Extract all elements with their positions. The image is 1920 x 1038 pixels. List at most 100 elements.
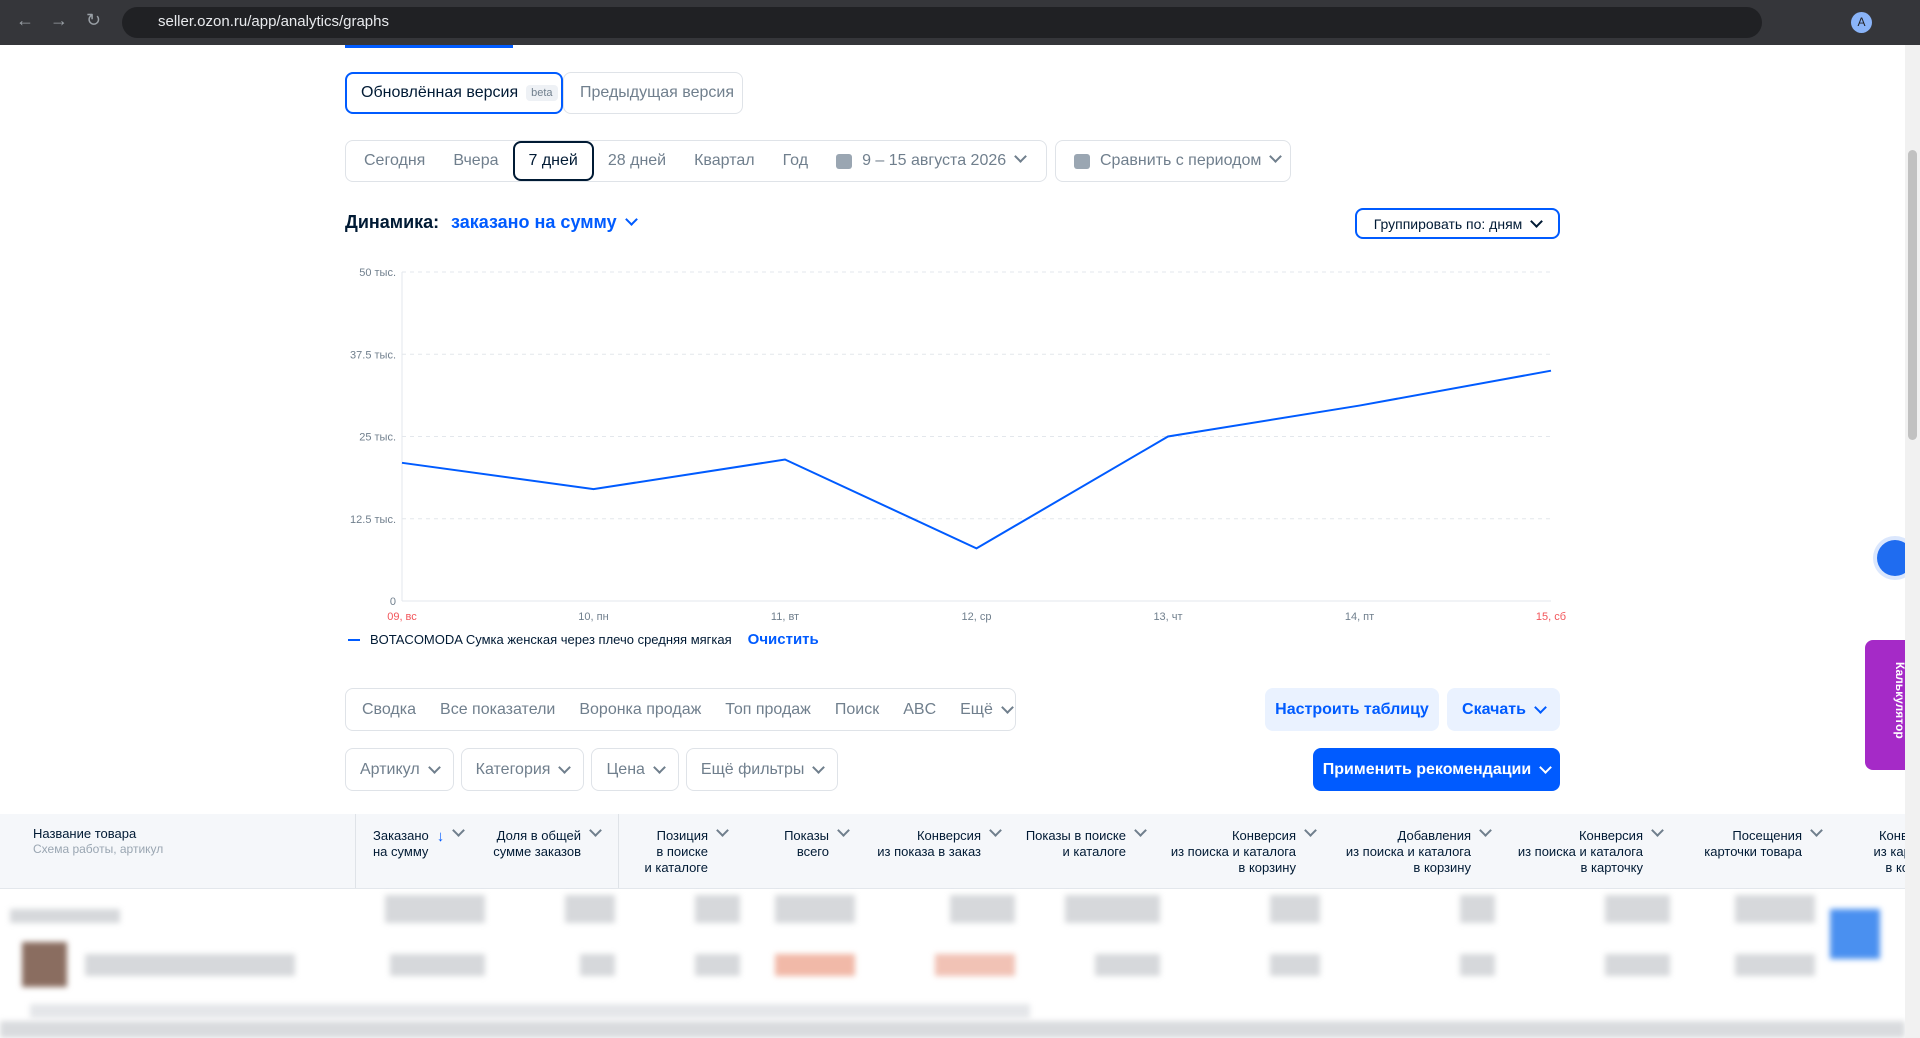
forward-button[interactable]: →	[50, 10, 68, 30]
report-tab[interactable]: Топ продаж	[725, 700, 811, 718]
version-current-label: Обновлённая версия	[361, 84, 519, 101]
calendar-icon	[836, 153, 853, 169]
column-header[interactable]: Конверсия из показа в заказ	[877, 828, 1000, 860]
column-chevron	[581, 826, 600, 842]
table-settings-button[interactable]: Настроить таблицу	[1265, 688, 1439, 731]
legend-swatch	[348, 638, 360, 641]
period-option[interactable]: Год	[782, 152, 809, 169]
report-tab[interactable]: Воронка продаж	[579, 700, 702, 718]
column-header[interactable]: Конверсия из поиска и каталога в карточк…	[1518, 828, 1662, 876]
column-title: Показы в поиске и каталоге	[1025, 828, 1126, 859]
reload-button[interactable]: ↻	[86, 10, 102, 30]
column-header[interactable]: Посещения карточки товара	[1704, 828, 1821, 860]
column-header[interactable]: Добавления из поиска и каталога в корзин…	[1346, 828, 1490, 876]
scrollbar-thumb	[1908, 150, 1917, 440]
column-header[interactable]: Позиция в поиске и каталоге	[645, 828, 727, 876]
y-tick-label: 0	[390, 596, 396, 608]
table-body-blurred	[0, 889, 1905, 1038]
version-current[interactable]: Обновлённая версия beta	[345, 72, 563, 114]
period-option[interactable]: 7 дней	[512, 141, 594, 181]
compare-label: Сравнить с периодом	[1100, 152, 1280, 170]
table-header: Название товара Схема работы, артикул За…	[0, 814, 1920, 889]
column-chevron	[1643, 826, 1662, 842]
x-tick-label: 12, ср	[962, 611, 992, 623]
metric-selector[interactable]: заказано на сумму	[451, 212, 636, 233]
url: seller.ozon.ru/app/analytics/graphs	[158, 13, 389, 30]
y-tick-label: 50 тыс.	[359, 267, 396, 279]
x-tick-label: 14, пт	[1345, 611, 1374, 623]
avatar[interactable]: A	[1851, 12, 1872, 33]
column-title: Конверсия из поиска и каталога в карточк…	[1517, 828, 1643, 875]
column-title: Позиция в поиске и каталоге	[644, 828, 708, 875]
y-tick-label: 37.5 тыс.	[350, 349, 396, 361]
legend-label: BOTACOMODA Сумка женская через плечо сре…	[370, 632, 732, 647]
date-range[interactable]: 9 – 15 августа 2026	[822, 141, 1039, 181]
period-option[interactable]: 28 дней	[607, 152, 667, 169]
column-chevron	[1126, 826, 1145, 842]
browser-bar: ← → ↻ seller.ozon.ru/app/analytics/graph…	[0, 0, 1920, 45]
column-chevron	[1471, 826, 1490, 842]
filter[interactable]: Категория	[460, 748, 585, 791]
column-header[interactable]: Заказано на сумму ↓	[373, 828, 463, 860]
period-option[interactable]: Квартал	[694, 152, 755, 169]
report-tab[interactable]: Все показатели	[440, 700, 556, 718]
sort-arrow: ↓	[436, 828, 445, 845]
x-tick-label: 15, сб	[1536, 611, 1566, 623]
column-header[interactable]: Конверсия из поиска и каталога в корзину	[1171, 828, 1315, 876]
tab-underline	[345, 45, 513, 48]
period-selector: Сегодня Вчера 7 дней 28 дней Квартал Год 9 – 1…	[345, 140, 1047, 182]
x-tick-label: 10, пн	[578, 611, 608, 623]
period-option[interactable]: Вчера	[453, 152, 499, 169]
report-tab[interactable]: ABC	[903, 700, 937, 718]
name-column-subtitle: Схема работы, артикул	[33, 842, 164, 856]
clear-button[interactable]: Очистить	[747, 631, 819, 648]
y-tick-label: 25 тыс.	[359, 432, 396, 444]
address-bar[interactable]	[122, 7, 1762, 38]
beta-badge: beta	[526, 85, 558, 101]
x-tick-label: 11, вт	[771, 611, 799, 623]
chart: 0 12.5 тыс. 25 тыс. 37.5 тыс. 50 тыс. 09, вс 1…	[350, 267, 1566, 623]
date-range-label: 9 – 15 августа 2026	[862, 152, 1025, 170]
version-previous[interactable]: Предыдущая версия	[563, 72, 743, 114]
report-tab[interactable]: Ещё	[948, 689, 1024, 730]
period-option[interactable]: Сегодня	[364, 152, 426, 169]
column-title: Конверсия из поиска и каталога в корзину	[1170, 828, 1296, 875]
scrollbar	[1905, 45, 1920, 1038]
column-chevron	[708, 826, 727, 842]
y-tick-label: 12.5 тыс.	[350, 514, 396, 526]
calendar-icon	[1074, 153, 1090, 169]
column-header[interactable]: Доля в общей сумме заказов	[493, 828, 600, 860]
filter[interactable]: Ещё фильтры	[685, 748, 839, 791]
column-title: Заказано на сумму	[373, 828, 429, 859]
column-header[interactable]: Показы всего	[784, 828, 848, 860]
download-button[interactable]: Скачать	[1447, 688, 1560, 731]
column-chevron	[444, 826, 463, 842]
column-divider	[618, 814, 619, 888]
filter[interactable]: Артикул	[345, 748, 454, 791]
x-tick-label: 13, чт	[1153, 611, 1182, 623]
chart-label: Динамика:	[345, 212, 440, 232]
column-title: Доля в общей сумме заказов	[493, 828, 581, 859]
column-title: Добавления из поиска и каталога в корзин…	[1345, 828, 1471, 875]
apply-button[interactable]: Применить рекомендации	[1313, 748, 1560, 791]
compare-button[interactable]: Сравнить с периодом	[1055, 140, 1291, 182]
column-chevron	[1802, 826, 1821, 842]
column-chevron	[981, 826, 1000, 842]
report-tab[interactable]: Поиск	[834, 700, 880, 718]
filter[interactable]: Цена	[591, 748, 679, 791]
column-title: Показы всего	[784, 828, 829, 859]
group-by[interactable]: Группировать по: дням	[1355, 208, 1560, 239]
back-button[interactable]: ←	[16, 10, 34, 30]
column-header[interactable]: Показы в поиске и каталоге	[1026, 828, 1145, 860]
column-title: Конверсия из показа в заказ	[877, 828, 981, 859]
column-divider	[355, 814, 356, 888]
report-tabs: Сводка Все показатели Воронка продаж Топ пр…	[345, 688, 1016, 731]
report-tab[interactable]: Сводка	[362, 700, 417, 718]
legend: BOTACOMODA Сумка женская через плечо сре…	[348, 631, 819, 648]
x-tick-label: 09, вс	[387, 611, 417, 623]
filters: Артикул Категория Цена Ещё фильтры	[345, 748, 839, 791]
data-line	[401, 369, 1552, 550]
column-title: Посещения карточки товара	[1704, 828, 1802, 859]
side-tab[interactable]: Калькулятор	[1865, 640, 1907, 770]
